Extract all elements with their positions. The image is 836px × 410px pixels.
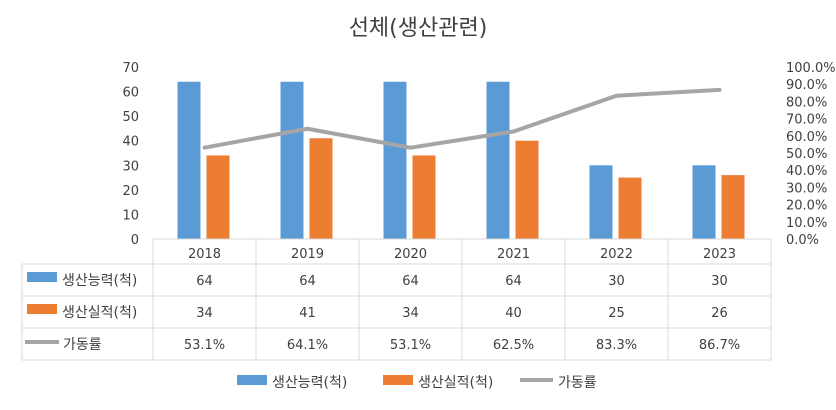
axes: 0 10 20 30 40 50 60 70 0.0% 10.0% 20.0% 30.0% 40.0% 5…	[122, 61, 835, 248]
x-tick-label: 2019	[291, 247, 324, 262]
bar-output	[618, 177, 642, 239]
utilization-line	[204, 87, 720, 150]
utilization-point	[408, 145, 413, 150]
y-right-tick-label: 90.0%	[786, 78, 827, 93]
table-cell-value: 41	[299, 306, 316, 321]
y-right-tick-label: 80.0%	[786, 95, 827, 110]
y-right-tick-label: 0.0%	[786, 233, 819, 248]
table-cell-value: 64	[402, 274, 419, 289]
table-row-label: 가동률	[63, 337, 102, 353]
bar-capacity	[383, 81, 407, 239]
y-left-tick-label: 60	[122, 86, 139, 101]
y-right-tick-label: 60.0%	[786, 130, 827, 145]
y-left-tick-label: 0	[131, 233, 139, 248]
bar-output	[412, 155, 436, 239]
line-series	[202, 87, 722, 150]
bar-capacity	[486, 81, 510, 239]
bar-capacity	[692, 165, 716, 239]
bar-output	[206, 155, 230, 239]
table-cell-value: 86.7%	[699, 338, 740, 353]
bar-capacity	[177, 81, 201, 239]
y-right-tick-label: 20.0%	[786, 199, 827, 214]
bar-output	[515, 140, 539, 239]
bar-capacity	[589, 165, 613, 239]
y-left-tick-label: 70	[122, 61, 139, 76]
table-cell-value: 53.1%	[390, 338, 431, 353]
table-cell-value: 34	[196, 306, 213, 321]
y-right-tick-label: 10.0%	[786, 216, 827, 231]
table-cell-value: 40	[505, 306, 522, 321]
legend-label: 가동률	[558, 375, 597, 391]
y-right-tick-label: 30.0%	[786, 181, 827, 196]
bars	[177, 81, 745, 239]
y-left-tick-label: 30	[122, 159, 139, 174]
y-left-tick-label: 40	[122, 135, 139, 150]
y-right-tick-label: 40.0%	[786, 164, 827, 179]
table-row-label: 생산실적(척)	[62, 305, 137, 321]
table-cell-value: 34	[402, 306, 419, 321]
y-right-tick-label: 50.0%	[786, 147, 827, 162]
utilization-point	[614, 93, 619, 98]
table-cell-value: 53.1%	[184, 338, 225, 353]
table-cell-value: 64	[299, 274, 316, 289]
table-legend-key	[27, 304, 57, 314]
utilization-point	[305, 126, 310, 131]
table-cell-value: 64	[505, 274, 522, 289]
data-table: 2018 2019 2020 2021 2022 2023 생산능력(척) 64 64 64 64 3…	[21, 238, 772, 361]
y-left-tick-label: 50	[122, 110, 139, 125]
legend-label: 생산실적(척)	[418, 375, 493, 391]
legend-key	[237, 375, 267, 385]
table-cell-value: 26	[711, 306, 728, 321]
utilization-point	[202, 145, 207, 150]
x-tick-label: 2021	[497, 247, 530, 262]
bar-output	[721, 175, 745, 239]
chart-title: 선체(생산관련)	[349, 16, 488, 41]
table-cell-value: 25	[608, 306, 625, 321]
x-tick-label: 2020	[394, 247, 427, 262]
x-tick-label: 2018	[188, 247, 221, 262]
legend-label: 생산능력(척)	[272, 375, 347, 391]
x-tick-label: 2023	[703, 247, 736, 262]
table-cell-value: 30	[608, 274, 625, 289]
x-tick-label: 2022	[600, 247, 633, 262]
utilization-point	[717, 87, 722, 92]
table-row-label: 생산능력(척)	[62, 273, 137, 289]
bar-capacity	[280, 81, 304, 239]
table-cell-value: 83.3%	[596, 338, 637, 353]
y-right-tick-label: 70.0%	[786, 113, 827, 128]
y-left-tick-label: 10	[122, 208, 139, 223]
legend-key	[383, 375, 413, 385]
table-cell-value: 64	[196, 274, 213, 289]
table-cell-value: 64.1%	[287, 338, 328, 353]
table-cell-value: 62.5%	[493, 338, 534, 353]
utilization-point	[511, 129, 516, 134]
table-cell-value: 30	[711, 274, 728, 289]
table-legend-key	[27, 272, 57, 282]
y-left-tick-label: 20	[122, 184, 139, 199]
y-right-tick-label: 100.0%	[786, 61, 836, 76]
bar-output	[309, 138, 333, 239]
legend: 생산능력(척) 생산실적(척) 가동률	[237, 375, 597, 391]
